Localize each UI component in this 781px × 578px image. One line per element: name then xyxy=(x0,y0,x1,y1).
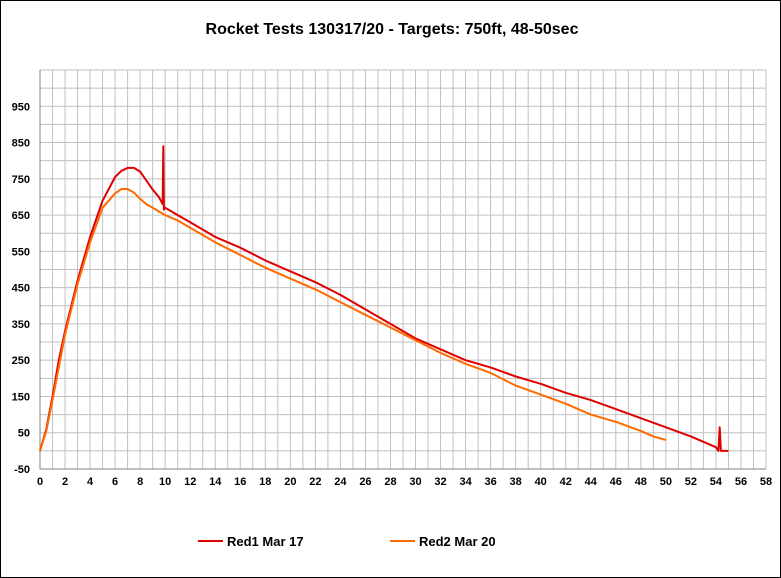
x-tick-label: 20 xyxy=(284,476,296,488)
x-tick-label: 10 xyxy=(159,476,171,488)
x-tick-label: 16 xyxy=(234,476,246,488)
y-tick-label: 950 xyxy=(12,101,30,113)
x-tick-label: 34 xyxy=(459,476,472,488)
y-tick-label: 250 xyxy=(12,355,30,367)
y-tick-label: 50 xyxy=(18,428,30,440)
y-tick-label: 150 xyxy=(12,391,30,403)
x-tick-label: 0 xyxy=(37,476,43,488)
series-line-2 xyxy=(39,188,667,452)
x-tick-label: 30 xyxy=(409,476,421,488)
x-tick-label: 2 xyxy=(62,476,68,488)
x-tick-label: 32 xyxy=(434,476,446,488)
series-line-1 xyxy=(39,145,729,452)
y-tick-label: 850 xyxy=(12,138,30,150)
x-tick-label: 42 xyxy=(560,476,572,488)
x-tick-label: 54 xyxy=(710,476,723,488)
x-tick-label: 48 xyxy=(635,476,647,488)
legend-label-1: Red1 Mar 17 xyxy=(227,534,304,549)
x-tick-label: 52 xyxy=(685,476,697,488)
x-tick-label: 46 xyxy=(610,476,622,488)
x-tick-label: 28 xyxy=(384,476,396,488)
x-tick-label: 44 xyxy=(585,476,598,488)
x-tick-label: 40 xyxy=(535,476,547,488)
y-tick-label: 350 xyxy=(12,319,30,331)
x-tick-label: 36 xyxy=(484,476,496,488)
y-tick-label: 550 xyxy=(12,246,30,258)
x-tick-label: 26 xyxy=(359,476,371,488)
x-tick-label: 50 xyxy=(660,476,672,488)
x-tick-label: 18 xyxy=(259,476,271,488)
x-tick-label: 38 xyxy=(510,476,522,488)
x-tick-label: 24 xyxy=(334,476,347,488)
x-tick-label: 6 xyxy=(112,476,118,488)
legend: Red1 Mar 17 Red2 Mar 20 xyxy=(198,534,496,549)
x-tick-label: 14 xyxy=(209,476,222,488)
x-tick-label: 8 xyxy=(137,476,143,488)
y-tick-label: 450 xyxy=(12,283,30,295)
x-tick-label: 4 xyxy=(87,476,94,488)
y-tick-label: 750 xyxy=(12,174,30,186)
x-tick-label: 22 xyxy=(309,476,321,488)
y-tick-label: 650 xyxy=(12,210,30,222)
x-tick-label: 58 xyxy=(760,476,772,488)
chart-title: Rocket Tests 130317/20 - Targets: 750ft,… xyxy=(206,21,579,38)
x-tick-label: 56 xyxy=(735,476,747,488)
legend-label-2: Red2 Mar 20 xyxy=(419,534,496,549)
y-tick-label: -50 xyxy=(14,464,30,476)
x-tick-label: 12 xyxy=(184,476,196,488)
